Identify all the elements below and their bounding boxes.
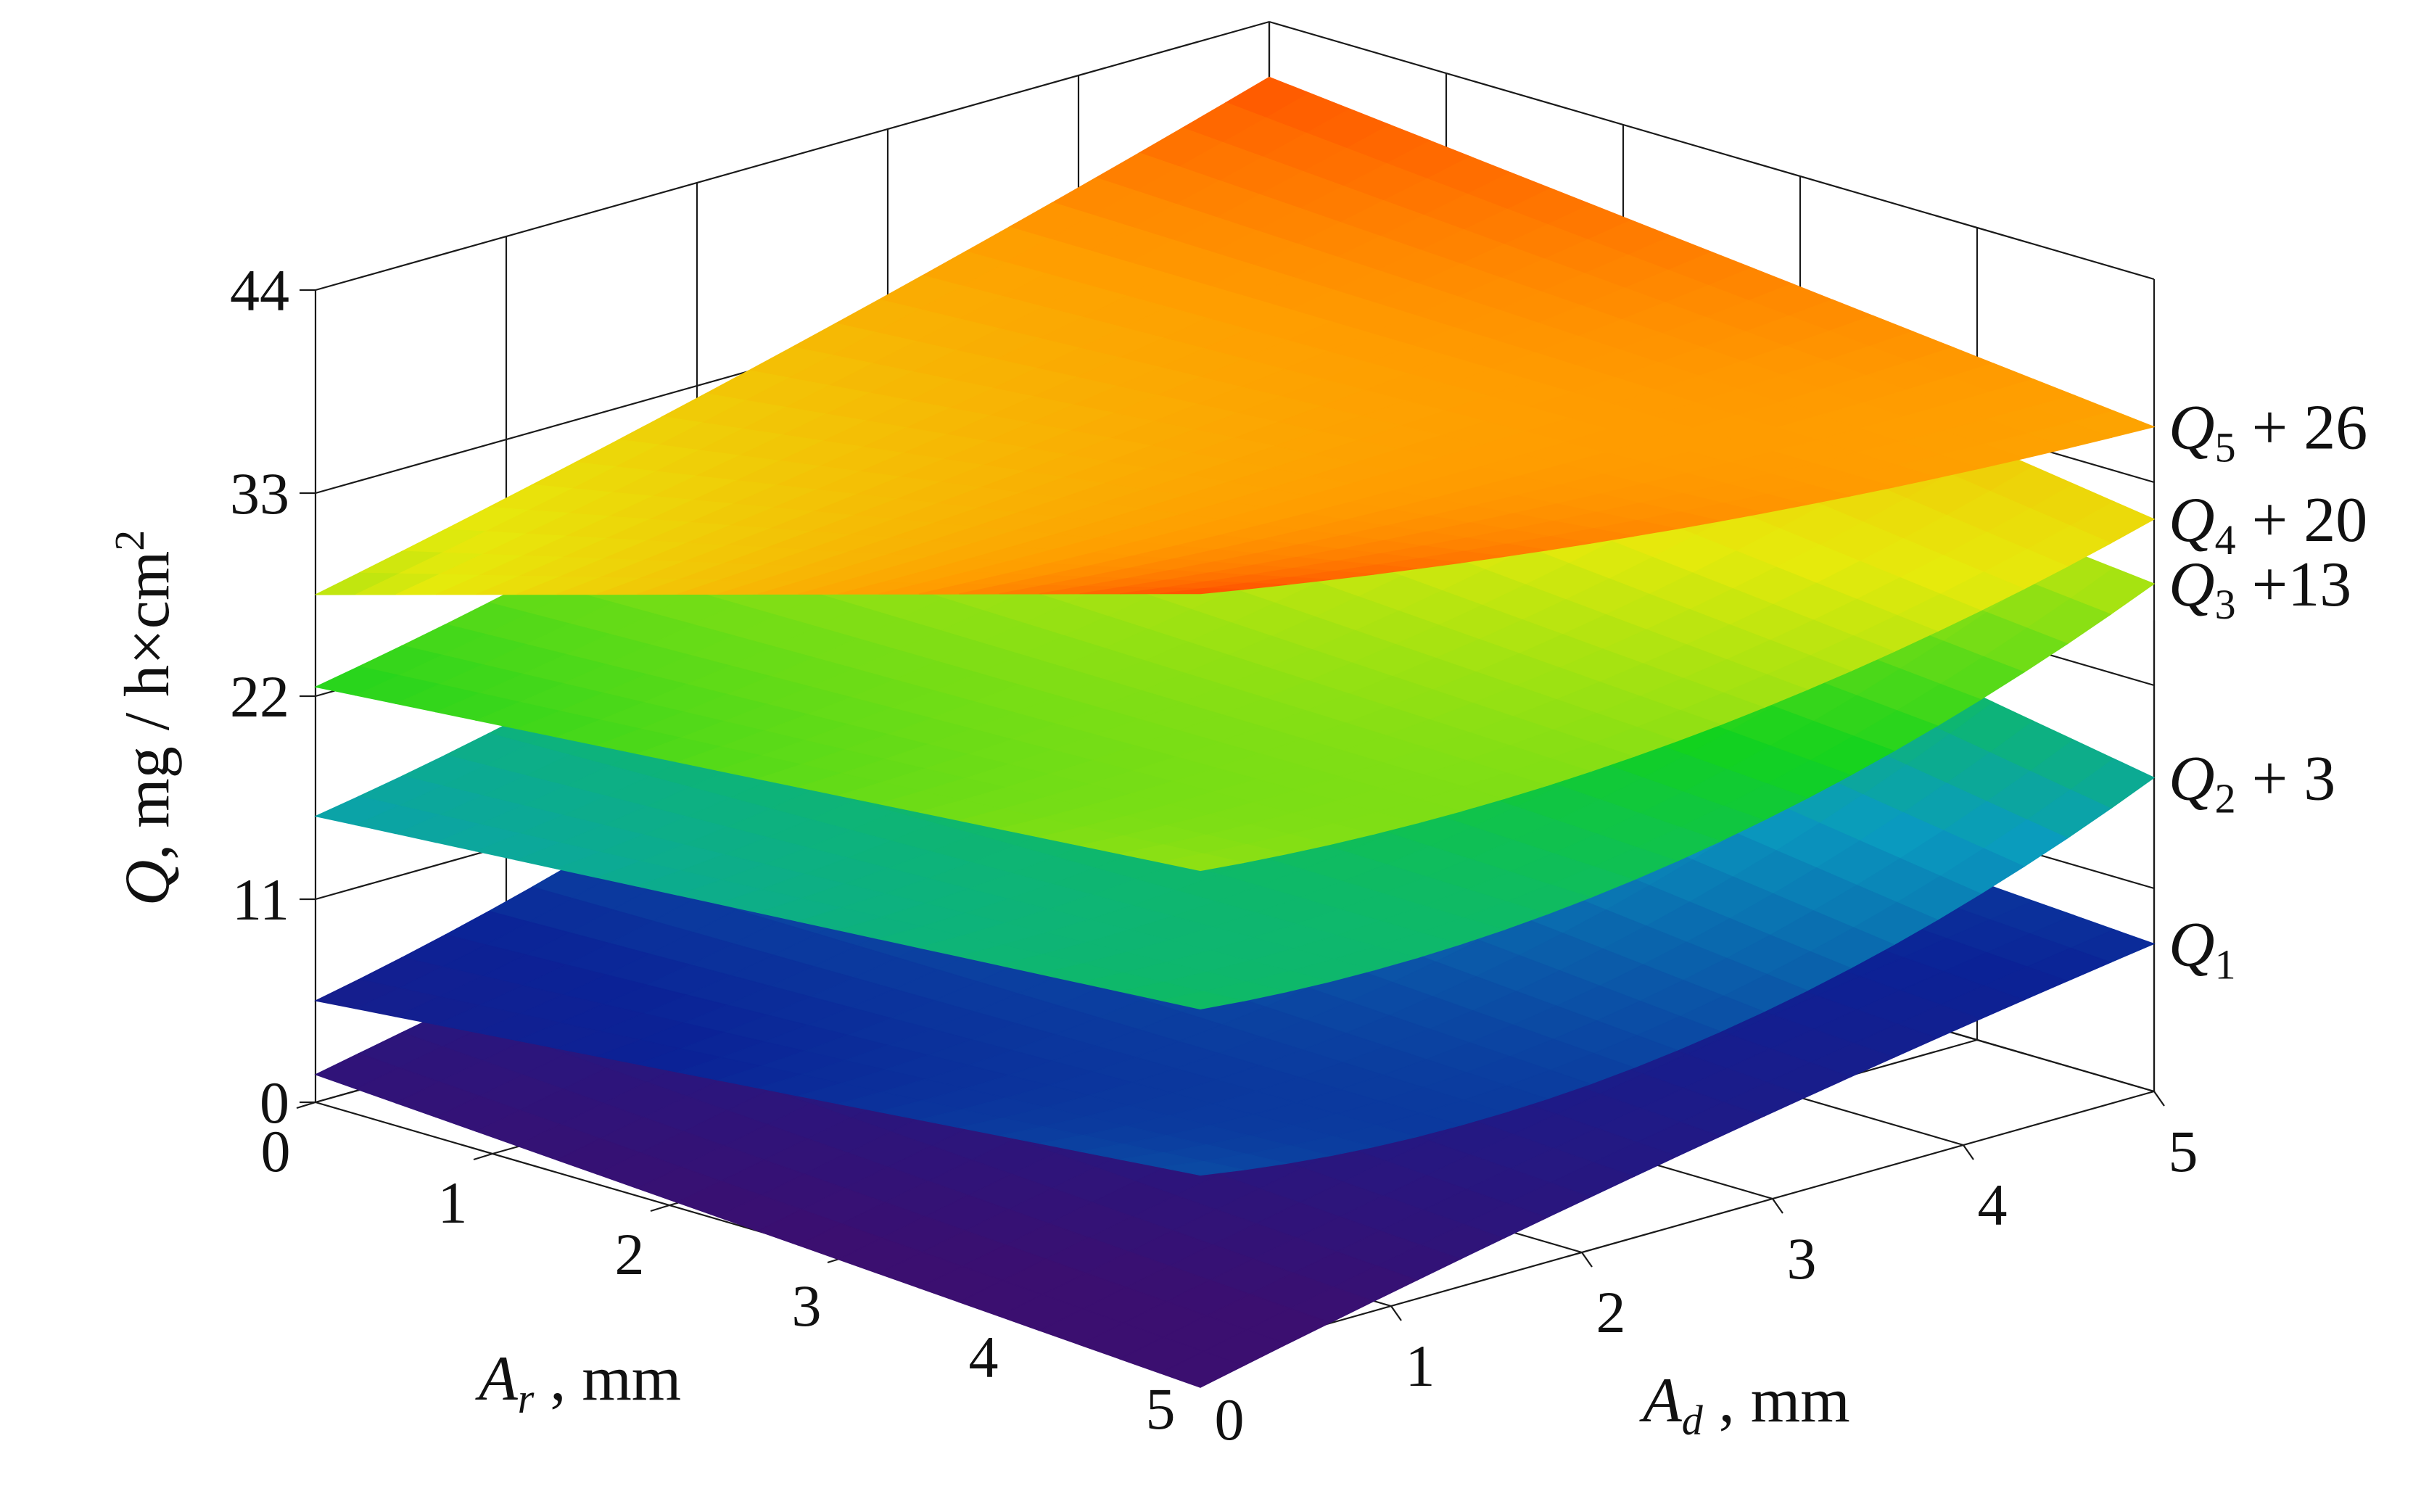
x-tick-label: 4 xyxy=(969,1324,999,1390)
x-tick-mark xyxy=(650,1204,670,1213)
z-tick-label: 33 xyxy=(230,460,289,526)
surface-patch xyxy=(1160,587,1244,595)
x-tick-mark xyxy=(296,1101,316,1110)
z-axis-title: Q, mg / h×cm2 xyxy=(106,530,183,906)
side-wall-gridline xyxy=(315,20,1270,292)
z-tick-label: 44 xyxy=(230,257,289,323)
surface-patch xyxy=(1160,991,1244,1010)
x-tick-label: 3 xyxy=(792,1273,822,1339)
series-label-q5: Q5 + 26 xyxy=(2169,393,2367,471)
z-tick-label: 22 xyxy=(230,664,289,730)
y-tick-label: 1 xyxy=(1406,1333,1435,1399)
x-axis-title: Ar , mm xyxy=(475,1344,681,1422)
y-axis-title: Ad , mm xyxy=(1639,1366,1850,1444)
surface-patch xyxy=(1160,1160,1244,1176)
chart-surfaces xyxy=(314,76,2156,1388)
series-label-q4: Q4 + 20 xyxy=(2169,485,2367,563)
y-tick-label: 3 xyxy=(1787,1226,1817,1292)
x-tick-label: 1 xyxy=(438,1170,468,1236)
y-tick-label: 5 xyxy=(2169,1118,2198,1184)
y-tick-mark xyxy=(2153,1091,2165,1107)
z-tick-label: 0 xyxy=(260,1070,289,1136)
z-tick-label: 11 xyxy=(232,867,289,933)
surface-q5 xyxy=(315,76,2156,595)
series-label-q3: Q3 +13 xyxy=(2169,550,2351,628)
series-label-q1: Q1 xyxy=(2169,909,2236,988)
x-tick-label: 5 xyxy=(1146,1376,1176,1442)
back-wall-gridline xyxy=(1269,20,2155,281)
surface-patch xyxy=(1158,1350,1245,1388)
x-tick-label: 0 xyxy=(261,1118,291,1184)
y-tick-label: 0 xyxy=(1215,1387,1245,1453)
y-tick-label: 2 xyxy=(1596,1279,1626,1345)
x-tick-mark xyxy=(473,1152,493,1161)
y-tick-mark xyxy=(1581,1252,1593,1268)
floor-gridline xyxy=(1200,1090,2155,1361)
y-tick-mark xyxy=(1963,1144,1974,1160)
y-tick-mark xyxy=(1772,1198,1783,1214)
y-tick-mark xyxy=(1390,1305,1402,1321)
y-tick-label: 4 xyxy=(1978,1172,2008,1238)
surface-patch xyxy=(1160,853,1244,872)
x-tick-label: 2 xyxy=(615,1221,645,1287)
series-label-q2: Q2 + 3 xyxy=(2169,743,2335,822)
